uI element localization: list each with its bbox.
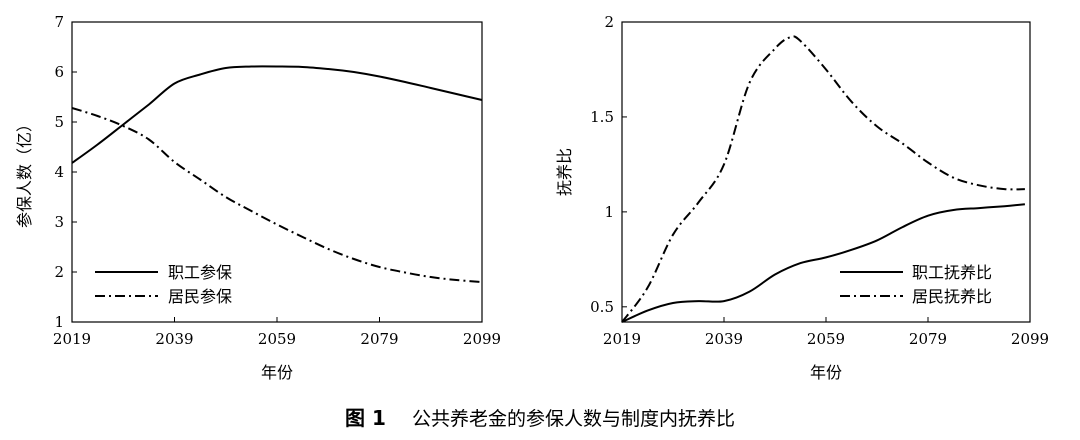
x-tick-label-left-0: 2019: [53, 330, 91, 348]
ticks-right: 2019 2039 2059 2079 2099 0.5 1 1.5 2: [590, 13, 1049, 348]
x-tick-label-right-0: 2019: [603, 330, 641, 348]
y-tick-label-left-4: 5: [54, 113, 64, 131]
legend-label-left-0: 职工参保: [168, 263, 232, 282]
y-tick-label-right-1: 1: [604, 203, 614, 221]
chart-dependency-ratio: 2019 2039 2059 2079 2099 0.5 1 1.5 2 年份 抚养比 职工抚养…: [555, 13, 1049, 382]
x-tick-label-left-3: 2079: [360, 330, 398, 348]
x-tick-label-left-1: 2039: [155, 330, 193, 348]
y-axis-label-left: 参保人数（亿）: [15, 116, 34, 228]
series-line-right-1: [621, 35, 1025, 323]
legend-left: 职工参保 居民参保: [95, 263, 232, 306]
x-axis-label-right: 年份: [810, 363, 842, 382]
y-tick-label-left-1: 2: [54, 263, 64, 281]
ticks-left: 2019 2039 2059 2079 2099 1 2 3 4 5 6 7: [53, 13, 501, 348]
series-group-right: [621, 35, 1025, 323]
y-tick-label-left-6: 7: [54, 13, 64, 31]
legend-label-left-1: 居民参保: [168, 287, 232, 306]
y-tick-label-left-5: 6: [54, 63, 64, 81]
x-tick-label-right-3: 2079: [909, 330, 947, 348]
x-tick-label-right-2: 2059: [807, 330, 845, 348]
series-group-left: [71, 65, 483, 283]
figure-caption: 图 1 公共养老金的参保人数与制度内抚养比: [0, 402, 1080, 431]
y-axis-label-right: 抚养比: [555, 148, 574, 196]
series-line-left-0: [71, 65, 483, 164]
series-line-right-0: [621, 203, 1025, 323]
x-tick-label-right-4: 2099: [1011, 330, 1049, 348]
series-line-left-1: [71, 107, 483, 283]
caption-text: 公共养老金的参保人数与制度内抚养比: [411, 408, 735, 430]
legend-label-right-1: 居民抚养比: [912, 287, 992, 306]
y-tick-label-left-0: 1: [54, 313, 64, 331]
x-axis-label-left: 年份: [261, 363, 293, 382]
x-tick-label-left-4: 2099: [463, 330, 501, 348]
y-tick-label-right-3: 2: [604, 13, 614, 31]
legend-label-right-0: 职工抚养比: [912, 263, 992, 282]
x-tick-label-right-1: 2039: [705, 330, 743, 348]
y-tick-label-left-2: 3: [54, 213, 64, 231]
x-tick-label-left-2: 2059: [258, 330, 296, 348]
chart-insured-population: 2019 2039 2059 2079 2099 1 2 3 4 5 6 7 年份 参保人数（亿） 职…: [15, 13, 501, 382]
y-tick-label-right-2: 1.5: [590, 108, 614, 126]
y-tick-label-left-3: 4: [54, 163, 64, 181]
y-tick-label-right-0: 0.5: [590, 298, 614, 316]
legend-right: 职工抚养比 居民抚养比: [840, 263, 992, 306]
figure-number: 图 1: [345, 406, 386, 430]
